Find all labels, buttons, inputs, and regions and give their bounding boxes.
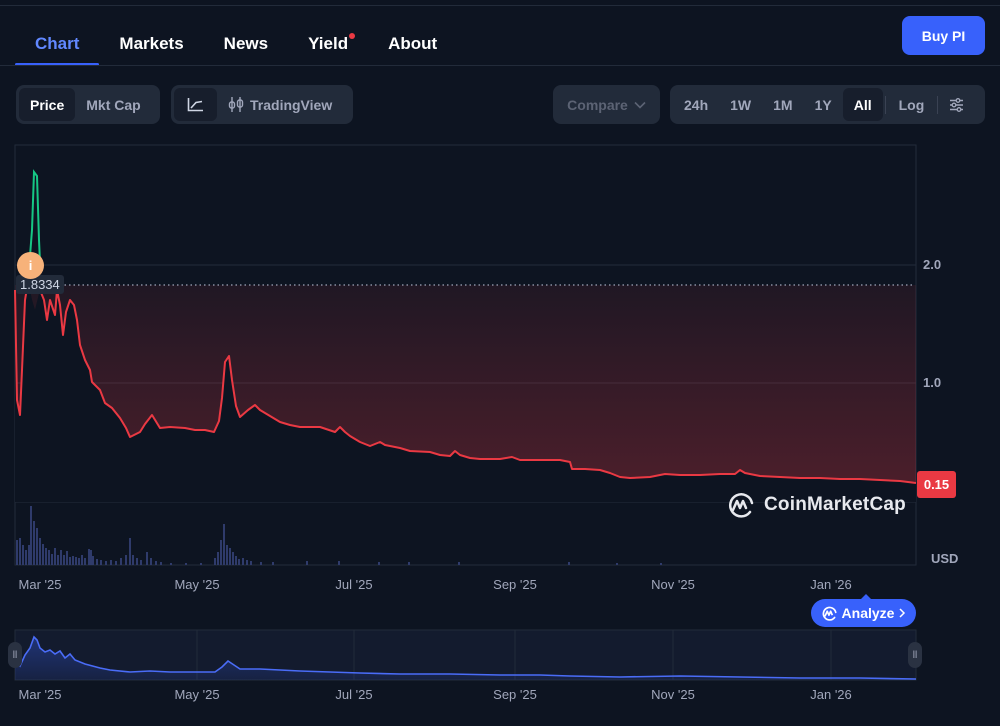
range-1m[interactable]: 1M — [773, 96, 793, 113]
navigator-x-tick: May '25 — [174, 687, 220, 702]
range-all[interactable]: All — [842, 88, 883, 121]
coinmarketcap-watermark: CoinMarketCap — [726, 490, 906, 520]
top-divider — [0, 5, 1000, 6]
price-line — [14, 281, 917, 484]
chevron-right-icon — [899, 608, 906, 618]
tab-news[interactable]: News — [223, 34, 269, 53]
candlestick-icon — [228, 97, 244, 112]
high-price-label: 1.8334 — [16, 275, 64, 294]
x-tick: Sep '25 — [493, 577, 537, 592]
navigator-line — [14, 635, 917, 680]
buy-pi-button[interactable]: Buy PI — [902, 16, 985, 55]
market-cap-toggle[interactable]: Mkt Cap — [86, 96, 141, 113]
range-24h[interactable]: 24h — [684, 96, 709, 113]
tab-markets[interactable]: Markets — [119, 34, 184, 53]
currency-label: USD — [931, 551, 959, 566]
navigator-right-handle[interactable]: ll — [908, 642, 922, 668]
range-1y[interactable]: 1Y — [814, 96, 832, 113]
volume-bars — [16, 506, 662, 565]
info-icon[interactable]: i — [17, 252, 44, 279]
chevron-down-icon — [634, 101, 646, 109]
line-chart-icon — [187, 98, 203, 112]
divider — [884, 95, 886, 114]
navigator-x-tick: Mar '25 — [18, 687, 62, 702]
navigator-x-tick: Jan '26 — [810, 687, 852, 702]
navigator-x-tick: Sep '25 — [493, 687, 537, 702]
analyze-button[interactable]: Analyze — [811, 594, 916, 627]
divider — [937, 95, 939, 114]
x-tick: May '25 — [174, 577, 220, 592]
price-toggle[interactable]: Price — [19, 88, 76, 121]
price-area-fill — [15, 280, 916, 482]
x-tick: Jan '26 — [810, 577, 852, 592]
line-chart-button[interactable] — [174, 88, 217, 121]
navigator-x-tick: Jul '25 — [335, 687, 373, 702]
navigator-x-tick: Nov '25 — [651, 687, 695, 702]
y-tick-1: 1.0 — [923, 375, 942, 390]
price-area-below — [15, 280, 916, 502]
time-range-selector: 24h 1W 1M 1Y All Log — [670, 85, 985, 124]
y-tick-2: 2.0 — [923, 257, 942, 272]
compare-dropdown[interactable]: Compare — [553, 85, 660, 124]
x-tick: Mar '25 — [18, 577, 62, 592]
chart-type-toggle: TradingView — [171, 85, 353, 124]
price-line-up — [27, 169, 41, 283]
log-scale-toggle[interactable]: Log — [898, 96, 925, 113]
tab-about[interactable]: About — [388, 34, 438, 53]
tab-yield[interactable]: Yield — [288, 22, 368, 66]
coinmarketcap-logo-icon — [729, 493, 754, 518]
coinmarketcap-logo-icon — [822, 606, 837, 621]
navigator-gridlines — [196, 630, 832, 680]
tabs-divider — [0, 65, 1000, 66]
notification-dot — [349, 33, 356, 39]
x-tick: Nov '25 — [651, 577, 695, 592]
x-tick: Jul '25 — [335, 577, 373, 592]
tab-chart[interactable]: Chart — [15, 22, 100, 66]
tradingview-button[interactable]: TradingView — [217, 88, 343, 121]
sliders-icon — [950, 97, 964, 112]
range-1w[interactable]: 1W — [730, 96, 752, 113]
chart-settings-button[interactable] — [940, 88, 973, 121]
main-tabs: Chart Markets News Yield About — [15, 22, 457, 66]
navigator-left-handle[interactable]: ll — [8, 642, 22, 668]
current-price-tag: 0.15 — [917, 471, 956, 498]
metric-toggle: Price Mkt Cap — [16, 85, 160, 124]
